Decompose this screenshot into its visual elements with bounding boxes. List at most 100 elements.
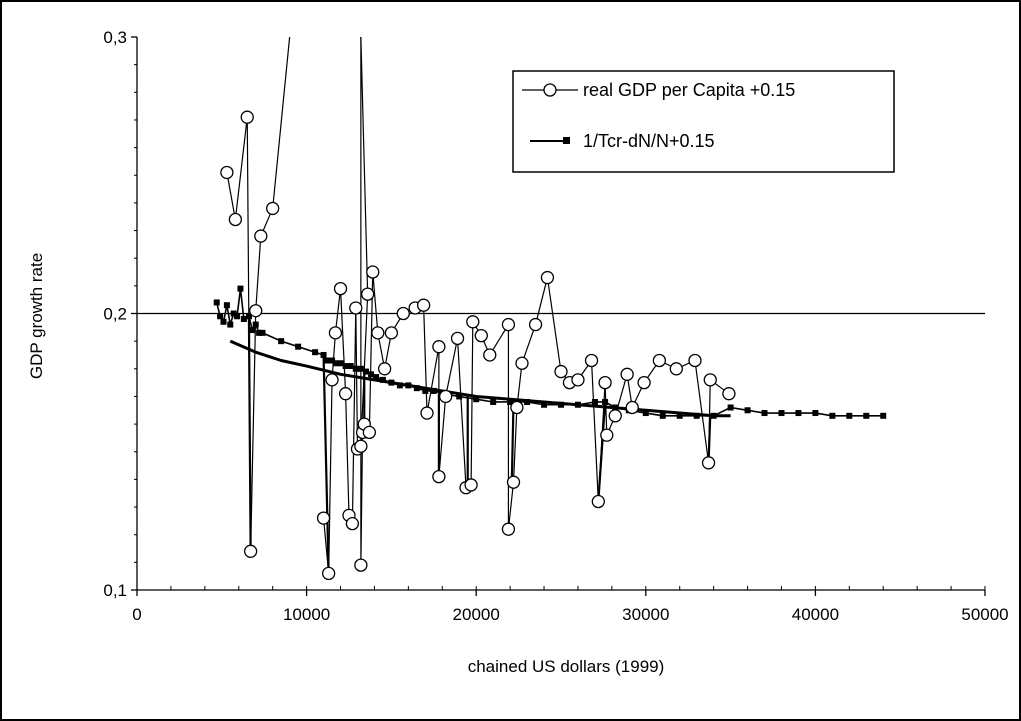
data-point-circle [483,348,497,362]
legend-marker-filled-square [563,137,570,144]
data-point-square [217,313,224,320]
data-point-circle [701,456,716,470]
data-point-circle [510,400,524,415]
data-point-circle [328,326,343,340]
data-point-square [591,398,598,405]
data-point-square [259,329,266,336]
data-point-circle [432,469,446,484]
data-point-square [234,313,241,320]
data-point-square [213,299,220,306]
data-point-circle [584,353,599,368]
data-point-square [778,410,785,417]
y-tick-label: 0,1 [103,581,127,600]
data-point-circle [338,387,353,401]
data-point-circle [703,373,717,387]
legend: real GDP per Capita +0.15 1/Tcr-dN/N+0.1… [512,70,895,173]
data-point-circle [266,201,280,216]
data-point-circle [722,387,736,401]
data-point-square [422,387,429,394]
data-point-square [362,368,369,375]
data-point-circle [554,364,568,379]
data-point-circle [598,375,612,390]
data-point-circle [321,566,336,581]
data-point-square [230,310,237,317]
data-point-circle [254,229,268,243]
data-point-circle [600,428,614,442]
legend-marker-open-circle [543,83,557,97]
data-point-square [337,360,344,367]
data-point-square [347,363,354,370]
data-point-circle [620,367,634,381]
data-point-square [602,398,609,405]
data-point-square [223,302,230,309]
plot-series [213,37,887,581]
data-point-circle [506,475,521,489]
data-point-square [312,349,319,356]
data-point-circle [450,331,465,346]
data-point-circle [366,265,380,279]
data-point-circle [688,353,702,368]
x-axis-title: chained US dollars (1999) [468,657,665,676]
data-point-circle [501,317,516,332]
data-point-circle [464,478,478,492]
data-point-circle [354,558,368,572]
x-tick-label: 20000 [453,605,500,624]
data-point-square [880,412,887,419]
data-point-circle [243,544,258,558]
data-point-square [829,412,836,419]
data-point-square [323,357,330,364]
data-point-square [642,410,649,417]
data-point-square [812,410,819,417]
data-point-circle [220,165,234,180]
data-point-circle [377,362,392,376]
data-point-circle [669,362,683,376]
plot-area: 0,1 0,2 0,3 0 10000 20000 30000 40000 50000 [103,28,1008,624]
data-point-square [507,398,514,405]
data-point-square [220,318,227,325]
data-point-square [256,329,263,336]
x-tick-label: 0 [132,605,141,624]
data-point-square [744,407,751,414]
data-point-square [727,404,734,411]
data-point-square [490,398,497,405]
data-point-square [332,360,339,367]
data-point-circle [625,400,639,415]
data-point-square [227,321,234,328]
data-point-circle [420,406,434,420]
data-point-square [795,410,802,417]
data-point-circle [371,326,385,340]
data-point-circle [354,439,368,453]
x-tick-label: 30000 [622,605,669,624]
data-point-square [295,343,302,350]
data-point-square [352,365,359,372]
data-point-circle [432,340,446,354]
data-point-square [249,327,256,334]
legend-box [512,70,895,173]
data-point-square [456,393,463,400]
x-tick-label: 50000 [961,605,1008,624]
data-point-square [342,363,349,370]
data-point-circle [361,287,375,301]
data-point-circle [416,298,431,312]
data-point-square [659,412,666,419]
data-point-square [846,412,853,419]
data-point-square [676,412,683,419]
data-point-circle [474,328,488,343]
y-tick-label: 0,2 [103,305,127,324]
data-point-circle [501,522,516,536]
data-point-square [863,412,870,419]
data-point-square [320,351,327,358]
data-point-circle [249,304,263,318]
data-point-circle [540,270,555,285]
series-line-gdp [360,37,730,566]
data-point-square [373,374,380,381]
data-point-circle [652,353,667,368]
trend-line [229,339,731,418]
data-point-square [278,338,285,345]
data-point-circle [228,212,243,227]
data-point-circle [637,375,651,390]
data-point-circle [466,315,480,329]
data-point-circle [608,409,622,423]
data-point-circle [528,317,543,332]
